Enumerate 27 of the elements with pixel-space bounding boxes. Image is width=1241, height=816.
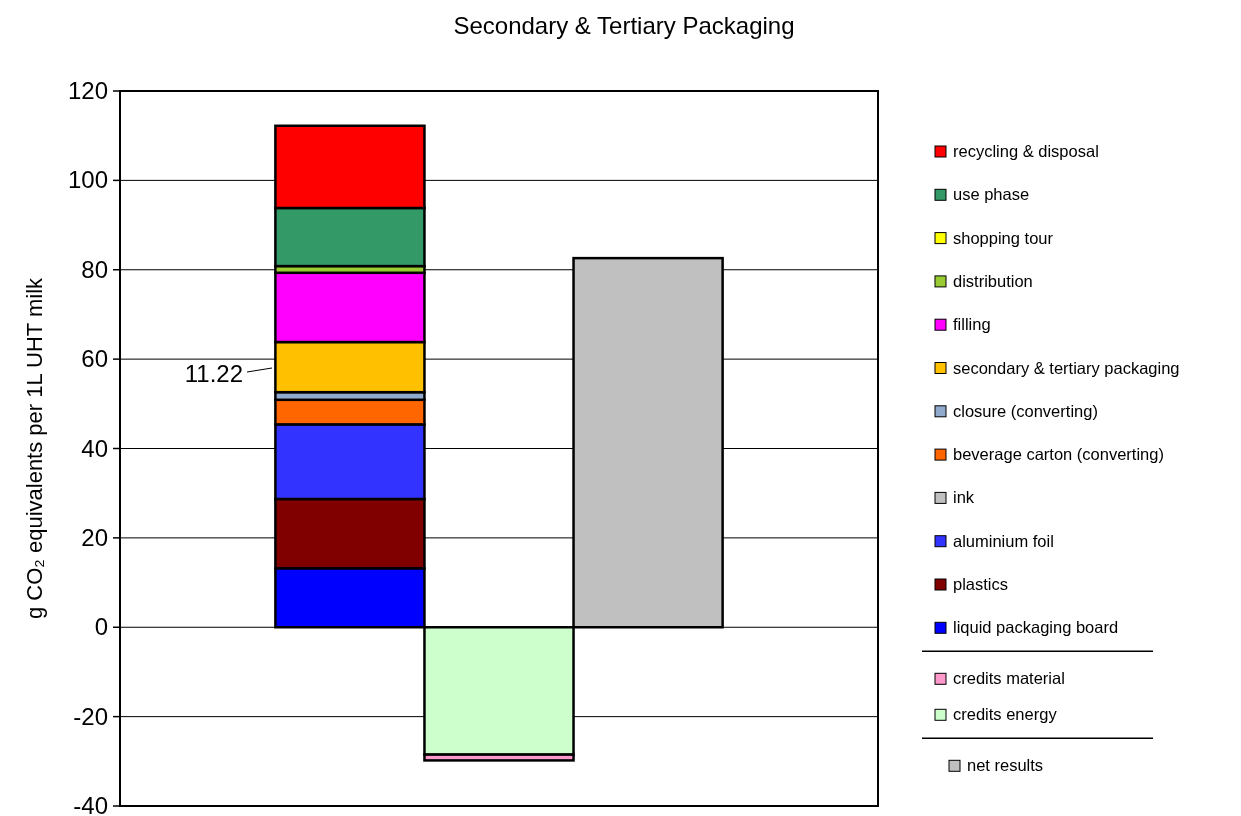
chart-title: Secondary & Tertiary Packaging [453,12,795,39]
y-tick-label: 60 [81,345,108,373]
y-tick-label: -40 [73,792,108,816]
legend-label: secondary & tertiary packaging [953,358,1180,377]
legend-label: net results [967,756,1044,775]
legend-label: beverage carton (converting) [953,445,1164,464]
y-axis-title: g CO₂ equivalents per 1L UHT milk [22,276,47,620]
legend-label: liquid packaging board [953,618,1119,637]
legend-label: aluminium foil [953,531,1054,550]
y-tick-label: 100 [67,166,108,194]
y-tick-label: 20 [81,523,108,551]
legend-label: closure (converting) [953,401,1098,420]
legend-label: plastics [953,575,1009,593]
legend-label: ink [953,488,975,507]
y-tick-label: 80 [81,255,108,283]
y-tick-label: 40 [81,434,108,462]
y-tick-label: 0 [94,613,108,641]
legend-label: filling [953,315,991,334]
annotation: 11.22 [184,360,243,387]
legend-label: use phase [953,185,1030,204]
legend-label: shopping tour [953,228,1054,247]
legend-label: distribution [953,271,1033,290]
legend-label: credits material [953,669,1065,688]
y-tick-label: 120 [67,77,108,104]
legend-label: recycling & disposal [953,142,1099,160]
y-tick-label: -20 [73,702,108,730]
legend-label: credits energy [953,705,1058,724]
